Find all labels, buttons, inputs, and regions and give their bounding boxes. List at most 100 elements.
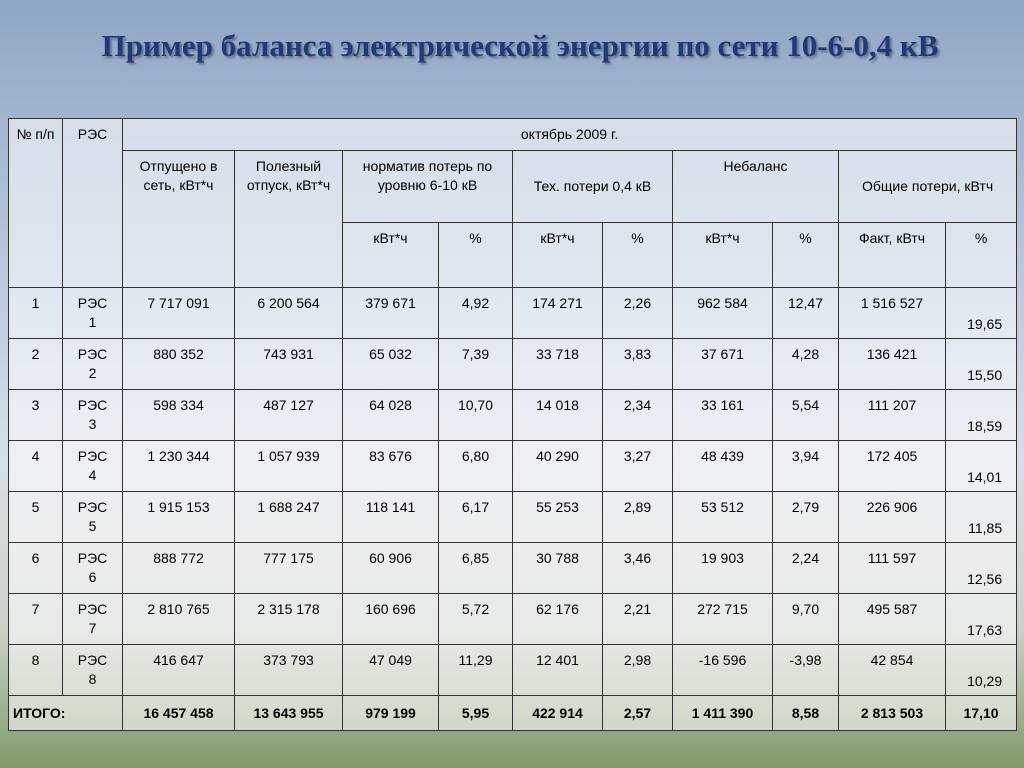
table-cell: -3,98 (772, 644, 839, 696)
table-cell: 2 315 178 (234, 593, 343, 645)
table-cell: 1 688 247 (234, 491, 343, 543)
table-cell: 9,70 (772, 593, 839, 645)
balance-table: № п/п РЭС октябрь 2009 г. Отпущено в сеть, … (8, 118, 1018, 731)
table-cell: 11,85 (944, 491, 1018, 543)
table-row: Отпущено в сеть, кВт*ч Полезный отпуск, к… (9, 150, 1018, 288)
table-cell: 1 057 939 (234, 440, 343, 492)
table-cell: 888 772 (122, 542, 235, 594)
table-cell: 7 (8, 593, 63, 645)
table-cell: РЭС 6 (62, 542, 123, 594)
table-cell: 17,63 (944, 593, 1018, 645)
table-cell: ИТОГО: (8, 695, 123, 731)
table-cell: % (944, 222, 1018, 288)
table-cell: 6 (8, 542, 63, 594)
table-cell: 743 931 (234, 338, 343, 390)
table-cell: Отпущено в сеть, кВт*ч (122, 150, 235, 288)
table-row: 3 РЭС 3 598 334 487 127 64 028 10,70 14 018 2,3… (8, 389, 1018, 441)
table-cell: 4,28 (772, 338, 839, 390)
table-cell: 2 (8, 338, 63, 390)
table-cell: 5 (8, 491, 63, 543)
table-cell: 7 717 091 (122, 287, 235, 339)
table-cell: 17,10 (944, 695, 1018, 731)
table-cell: 40 290 (512, 440, 603, 492)
table-cell: 60 906 (342, 542, 439, 594)
table-cell: РЭС (62, 118, 123, 288)
table-cell: % (438, 222, 513, 288)
table-cell: 14,01 (944, 440, 1018, 492)
table-cell: 12,56 (944, 542, 1018, 594)
table-cell: Полезный отпуск, кВт*ч (234, 150, 343, 288)
table-cell: 880 352 (122, 338, 235, 390)
table-cell: 65 032 (342, 338, 439, 390)
table-row: ИТОГО: 16 457 458 13 643 955 979 199 5,95 422… (8, 695, 1018, 731)
table-cell: 777 175 (234, 542, 343, 594)
table-cell: 598 334 (122, 389, 235, 441)
table-row: кВт*ч% кВт*ч% кВт*ч% Факт, кВтч% (9, 222, 1018, 288)
table-cell: 64 028 (342, 389, 439, 441)
table-cell: 14 018 (512, 389, 603, 441)
table-cell: 160 696 (342, 593, 439, 645)
table-cell: 42 854 (838, 644, 946, 696)
table-cell: РЭС 8 (62, 644, 123, 696)
table-cell: РЭС 7 (62, 593, 123, 645)
table-cell: 416 647 (122, 644, 235, 696)
table-cell: 19,65 (944, 287, 1018, 339)
table-cell: 174 271 (512, 287, 603, 339)
table-cell: 10,29 (944, 644, 1018, 696)
table-cell: 487 127 (234, 389, 343, 441)
table-cell: 55 253 (512, 491, 603, 543)
table-cell: 2,24 (772, 542, 839, 594)
table-cell: 16 457 458 (122, 695, 235, 731)
table-cell: -16 596 (672, 644, 773, 696)
table-cell: 48 439 (672, 440, 773, 492)
slide-title: Пример баланса электрической энергии по … (101, 28, 939, 63)
table-cell: 6,17 (438, 491, 513, 543)
table-cell: кВт*ч (342, 222, 439, 288)
table-cell: 53 512 (672, 491, 773, 543)
table-cell: 30 788 (512, 542, 603, 594)
table-cell: 1 915 153 (122, 491, 235, 543)
table-cell: 6 200 564 (234, 287, 343, 339)
table-cell: кВт*ч (672, 222, 773, 288)
table-cell: 1 411 390 (672, 695, 773, 731)
table-cell: Тех. потери 0,4 кВ (512, 150, 673, 223)
table-cell: норматив потерь по уровню 6-10 кВ (342, 150, 513, 223)
table-cell: 3,94 (772, 440, 839, 492)
table-cell: 1 230 344 (122, 440, 235, 492)
table-row: 2 РЭС 2 880 352 743 931 65 032 7,39 33 718 3,83… (8, 338, 1018, 390)
table-cell: 272 715 (672, 593, 773, 645)
table-cell: 111 597 (838, 542, 946, 594)
table-row: 6 РЭС 6 888 772 777 175 60 906 6,85 30 788 3,46… (8, 542, 1018, 594)
table-cell: 111 207 (838, 389, 946, 441)
table-cell: 6,80 (438, 440, 513, 492)
table-cell: 13 643 955 (234, 695, 343, 731)
table-cell: 62 176 (512, 593, 603, 645)
table-cell: 2,98 (602, 644, 673, 696)
table-row: 8 РЭС 8 416 647 373 793 47 049 11,29 12 401 2,9… (8, 644, 1018, 696)
table-cell: 2,34 (602, 389, 673, 441)
table-cell: 962 584 (672, 287, 773, 339)
table-cell: 3,46 (602, 542, 673, 594)
table-cell: РЭС 3 (62, 389, 123, 441)
table-cell: 1 (8, 287, 63, 339)
table-row: № п/п РЭС октябрь 2009 г. (8, 118, 1018, 288)
table-cell: 33 161 (672, 389, 773, 441)
table-cell: 18,59 (944, 389, 1018, 441)
table-cell: 172 405 (838, 440, 946, 492)
table-cell: РЭС 5 (62, 491, 123, 543)
table-cell: 4 (8, 440, 63, 492)
table-cell: 2,21 (602, 593, 673, 645)
table-cell: 19 903 (672, 542, 773, 594)
table-cell: 15,50 (944, 338, 1018, 390)
table-cell: 2 810 765 (122, 593, 235, 645)
table-cell: 118 141 (342, 491, 439, 543)
table-cell: 5,72 (438, 593, 513, 645)
table-cell: 373 793 (234, 644, 343, 696)
table-cell: 83 676 (342, 440, 439, 492)
table-cell: 6,85 (438, 542, 513, 594)
table-cell: 3,27 (602, 440, 673, 492)
